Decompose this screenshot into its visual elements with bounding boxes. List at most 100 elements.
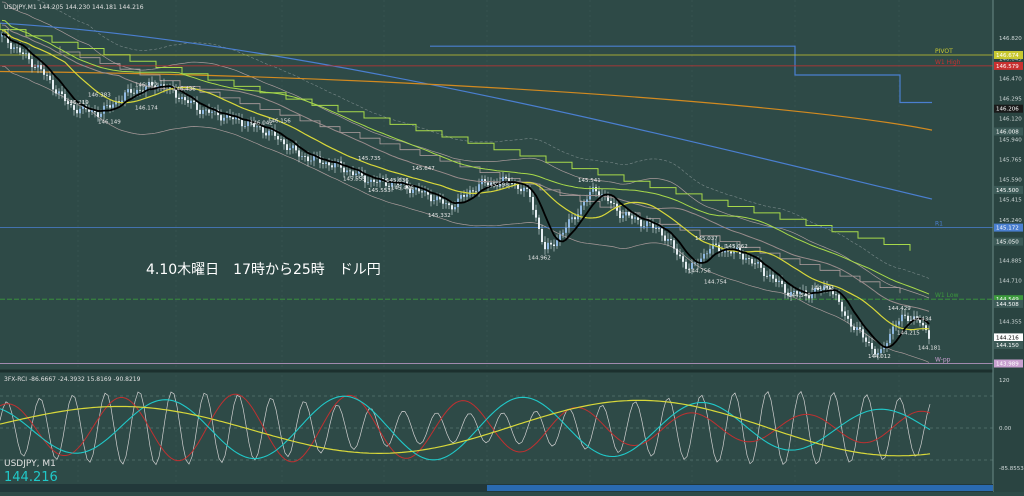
candle-body (898, 321, 900, 325)
price-annotation: 146.042 (250, 121, 273, 127)
candle-body (799, 292, 801, 294)
candle-body (682, 256, 684, 262)
candle-body (919, 317, 921, 323)
candle-body (91, 110, 93, 112)
candle-body (202, 110, 204, 114)
candle-body (493, 182, 495, 184)
candle-body (886, 343, 888, 347)
candle-body (256, 126, 258, 128)
price-annotation: 146.219 (66, 100, 89, 106)
candle-body (460, 195, 462, 199)
candle-body (244, 126, 246, 127)
price-annotation: 146.383 (88, 92, 111, 98)
candle-body (832, 291, 834, 295)
candle-body (553, 244, 555, 246)
candle-body (436, 196, 438, 201)
price-badge-label: 146.674 (996, 53, 1019, 59)
candle-body (517, 183, 519, 189)
price-tick: 144.885 (999, 259, 1022, 265)
candle-body (430, 194, 432, 202)
candle-body (625, 212, 627, 216)
price-annotation: 144.754 (704, 280, 727, 286)
candle-body (793, 291, 795, 292)
candle-body (790, 292, 792, 296)
candle-body (160, 84, 162, 86)
candle-body (151, 81, 153, 86)
candle-body (655, 227, 657, 229)
candle-body (817, 288, 819, 290)
candle-body (388, 185, 390, 187)
candle-body (700, 258, 702, 264)
price-tick: 145.765 (999, 157, 1022, 163)
candle-body (547, 242, 549, 250)
price-badge-label: 146.008 (996, 130, 1019, 136)
candle-body (421, 191, 423, 193)
candle-body (853, 326, 855, 330)
candle-body (439, 196, 441, 200)
price-annotation: 144.540 (788, 293, 811, 299)
price-tick: 145.415 (999, 198, 1022, 204)
candle-body (907, 315, 909, 321)
rci-cyan-line (0, 395, 931, 461)
candle-body (643, 226, 645, 227)
price-annotation: 144.012 (868, 354, 891, 360)
candle-body (46, 74, 48, 76)
candle-body (130, 89, 132, 93)
candle-body (229, 114, 231, 118)
candle-body (307, 156, 309, 162)
price-annotation: 144.756 (688, 268, 711, 274)
candle-body (25, 53, 27, 55)
candle-body (124, 92, 126, 101)
candle-body (844, 311, 846, 316)
candle-body (787, 292, 789, 296)
candle-body (514, 183, 516, 185)
candle-body (691, 263, 693, 269)
ma-black-line (1, 33, 930, 349)
candle-body (811, 292, 813, 299)
candle-body (736, 247, 738, 250)
rci-yellow-line (0, 399, 931, 457)
candle-body (628, 212, 630, 216)
candle-body (550, 242, 552, 245)
level-label: W1 High (935, 59, 961, 66)
price-annotation: 144.702 (811, 286, 834, 292)
candle-body (505, 176, 507, 179)
candle-body (841, 301, 843, 312)
ma-layer (1, 19, 930, 349)
price-tick: 145.940 (999, 137, 1022, 143)
candle-body (676, 248, 678, 255)
candle-body (490, 182, 492, 186)
price-annotation: 144.429 (888, 306, 911, 312)
price-annotation: 146.174 (135, 105, 158, 111)
candle-body (850, 318, 852, 327)
price-tick: 144.710 (999, 279, 1022, 285)
candle-body (562, 232, 564, 235)
price-badge (994, 51, 1023, 59)
candle-body (913, 316, 915, 320)
candle-body (586, 199, 588, 202)
rci-tick: 0.00 (999, 426, 1012, 432)
symbol-label: USDJPY, M1 (4, 459, 56, 469)
candle-body (34, 67, 36, 68)
candle-body (766, 275, 768, 277)
candle-body (325, 162, 327, 164)
candle-body (277, 136, 279, 140)
candle-body (205, 109, 207, 111)
candle-body (31, 59, 33, 68)
candle-body (88, 109, 90, 112)
candle-body (916, 316, 918, 318)
candle-body (925, 325, 927, 331)
candle-body (823, 286, 825, 290)
candle-body (232, 117, 234, 120)
candle-body (400, 182, 402, 185)
candle-body (259, 126, 261, 128)
candle-body (820, 289, 822, 291)
scrollbar-thumb[interactable] (487, 485, 993, 491)
candle-body (385, 179, 387, 186)
price-tick: 146.820 (999, 36, 1022, 42)
price-badge (994, 127, 1023, 136)
price-badge (994, 295, 1023, 304)
candle-body (361, 170, 363, 176)
